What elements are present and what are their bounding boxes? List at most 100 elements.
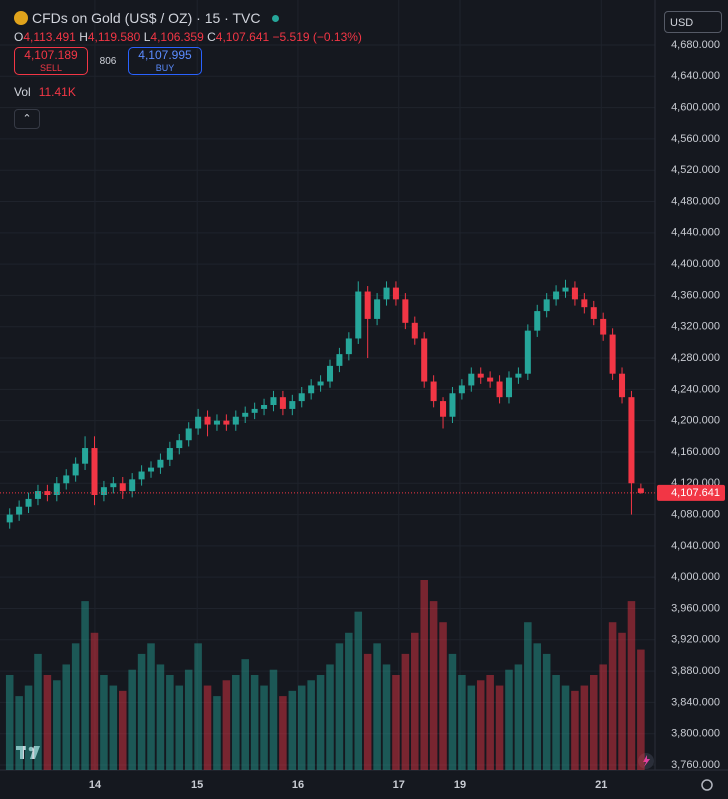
y-tick-label: 3,880.000 [671, 665, 720, 677]
volume-bar [109, 685, 118, 770]
y-tick-label: 4,200.000 [671, 415, 720, 427]
candle-body [487, 377, 494, 382]
candle-body [421, 338, 428, 382]
candle-body [289, 401, 296, 409]
volume-bar [269, 669, 278, 770]
volume-bar [505, 669, 513, 770]
volume-bar [420, 580, 428, 770]
candle-body [374, 299, 381, 319]
volume-bar [81, 601, 89, 770]
volume-bar [533, 643, 542, 770]
c-value: 4,107.641 [215, 30, 270, 44]
change: −5.519 (−0.13%) [272, 30, 362, 44]
candle-body [543, 299, 550, 312]
volume-legend: Vol 11.41K [14, 85, 362, 99]
volume-bar [166, 675, 174, 770]
currency-select[interactable]: USD [664, 11, 722, 33]
volume-bar [363, 653, 372, 770]
volume-bar [552, 675, 560, 770]
candle-body [213, 420, 220, 425]
x-tick-label: 19 [454, 779, 466, 791]
volume-bar [222, 680, 231, 770]
buy-button[interactable]: 4,107.995 BUY [128, 47, 202, 75]
candle-body [628, 397, 635, 484]
y-tick-label: 4,320.000 [671, 321, 720, 333]
volume-bar [43, 675, 52, 770]
x-tick-label: 16 [292, 779, 304, 791]
candle-body [204, 416, 211, 425]
buy-price: 4,107.995 [138, 48, 192, 62]
candle-body [91, 448, 98, 495]
candle-body [458, 385, 465, 394]
candle-body [148, 467, 155, 472]
volume-bar [100, 675, 108, 770]
candle-body [34, 491, 41, 499]
volume-bar [373, 643, 381, 770]
spread: 806 [99, 55, 117, 67]
settings-button[interactable] [701, 779, 713, 791]
candle-body [477, 373, 484, 378]
title-row: CFDs on Gold (US$ / OZ) · 15 · TVC [14, 10, 362, 26]
y-tick-label: 4,360.000 [671, 289, 720, 301]
volume-bar [590, 675, 598, 770]
volume-bar [608, 622, 617, 770]
o-value: 4,113.491 [23, 30, 76, 44]
volume-bar [524, 622, 532, 770]
candle-body [581, 299, 588, 308]
market-status [272, 14, 280, 22]
o-key: O [14, 30, 24, 44]
volume-bar [62, 664, 70, 770]
volume-bar [71, 643, 80, 770]
candle-body [82, 448, 89, 464]
volume-bar [137, 653, 146, 770]
candle-body [402, 299, 409, 323]
volume-bar [288, 690, 297, 770]
candle-body [392, 287, 399, 300]
volume-bar [476, 680, 485, 770]
volume-bar [637, 649, 645, 770]
sell-price: 4,107.189 [24, 48, 78, 62]
candle-body [72, 463, 79, 476]
candle-body [345, 338, 352, 355]
y-tick-label: 4,160.000 [671, 446, 720, 458]
candle-body [176, 440, 183, 449]
volume-bar [411, 632, 419, 770]
candle-body [279, 397, 286, 409]
candle-body [119, 483, 126, 492]
sell-label: SELL [39, 63, 63, 73]
volume-bar [495, 685, 504, 770]
x-tick-label: 14 [89, 779, 102, 791]
candle-body [317, 381, 324, 386]
candle-body [100, 487, 107, 495]
candle-body [298, 393, 305, 402]
y-tick-label: 4,600.000 [671, 102, 720, 114]
volume-bar [184, 669, 193, 770]
sell-button[interactable]: 4,107.189 SELL [14, 47, 88, 75]
candle-body [609, 334, 616, 374]
symbol-title: CFDs on Gold (US$ / OZ) · 15 · TVC [32, 10, 261, 26]
candle-body [242, 412, 249, 417]
collapse-button[interactable]: ⌃ [14, 109, 40, 129]
volume-bar [439, 622, 447, 770]
candle-body [270, 397, 277, 405]
buy-label: BUY [155, 63, 175, 73]
volume-bar [599, 664, 607, 770]
y-tick-label: 4,280.000 [671, 352, 720, 364]
volume-bar [335, 643, 344, 770]
y-tick-label: 4,240.000 [671, 383, 720, 395]
x-tick-label: 17 [393, 779, 405, 791]
header: CFDs on Gold (US$ / OZ) · 15 · TVC O 4,11… [14, 10, 362, 129]
last-price-box [657, 484, 725, 501]
volume-bar [514, 664, 523, 770]
last-price-label: 4,107.641 [671, 487, 720, 499]
h-value: 4,119.580 [87, 30, 141, 44]
y-tick-label: 4,560.000 [671, 133, 720, 145]
y-tick-label: 4,480.000 [671, 195, 720, 207]
volume-bar [24, 685, 33, 770]
candle-body [326, 365, 334, 382]
candle-body [515, 373, 522, 378]
volume-bar [15, 696, 23, 770]
y-tick-label: 3,840.000 [671, 696, 720, 708]
